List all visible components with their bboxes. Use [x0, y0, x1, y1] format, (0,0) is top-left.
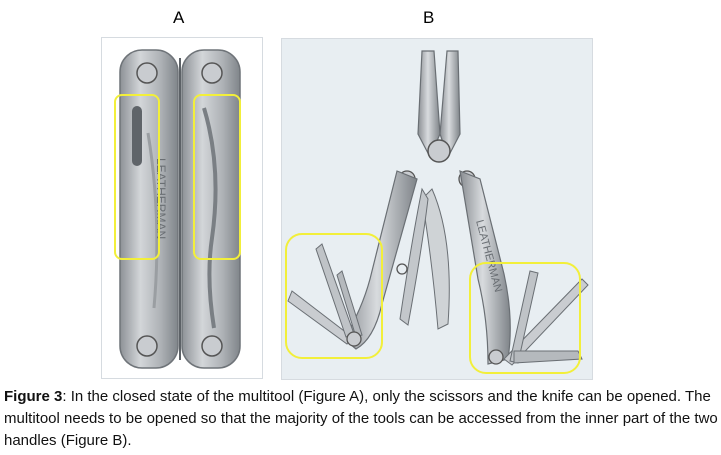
bottom-left-screw: [136, 335, 158, 357]
left-tools-highlight: [285, 233, 383, 359]
opened-multitool-illustration: LEATHERMAN: [285, 50, 589, 374]
brand-engraving: LEATHERMAN: [154, 158, 168, 239]
scissors: [399, 187, 429, 326]
knife-blade: [421, 188, 450, 330]
caption-body: : In the closed state of the multitool (…: [4, 388, 718, 449]
panel-b-label: B: [423, 8, 435, 27]
caption-lead: Figure 3: [4, 388, 63, 405]
left-highlight-box: [114, 94, 160, 260]
closed-multitool-photo: LEATHERMAN: [101, 37, 263, 379]
right-highlight-box: [193, 94, 241, 260]
panel-a-label: A: [173, 8, 185, 27]
right-tools-highlight: [469, 262, 581, 374]
opened-multitool-photo: LEATHERMAN: [281, 38, 593, 380]
pivot-screw: [427, 139, 451, 163]
top-left-screw: [136, 62, 158, 84]
bottom-right-screw: [201, 335, 223, 357]
right-handle-open: [459, 170, 511, 365]
left-tool-1: [287, 290, 353, 345]
bottle-opener: [513, 350, 583, 364]
figure-caption: Figure 3: In the closed state of the mul…: [4, 386, 718, 452]
left-handle: [119, 49, 179, 369]
top-right-screw: [201, 62, 223, 84]
closed-multitool-illustration: LEATHERMAN: [114, 49, 241, 369]
plier-jaw-right: [439, 50, 461, 159]
left-tool-2: [315, 243, 355, 338]
right-tool-file: [503, 278, 589, 366]
